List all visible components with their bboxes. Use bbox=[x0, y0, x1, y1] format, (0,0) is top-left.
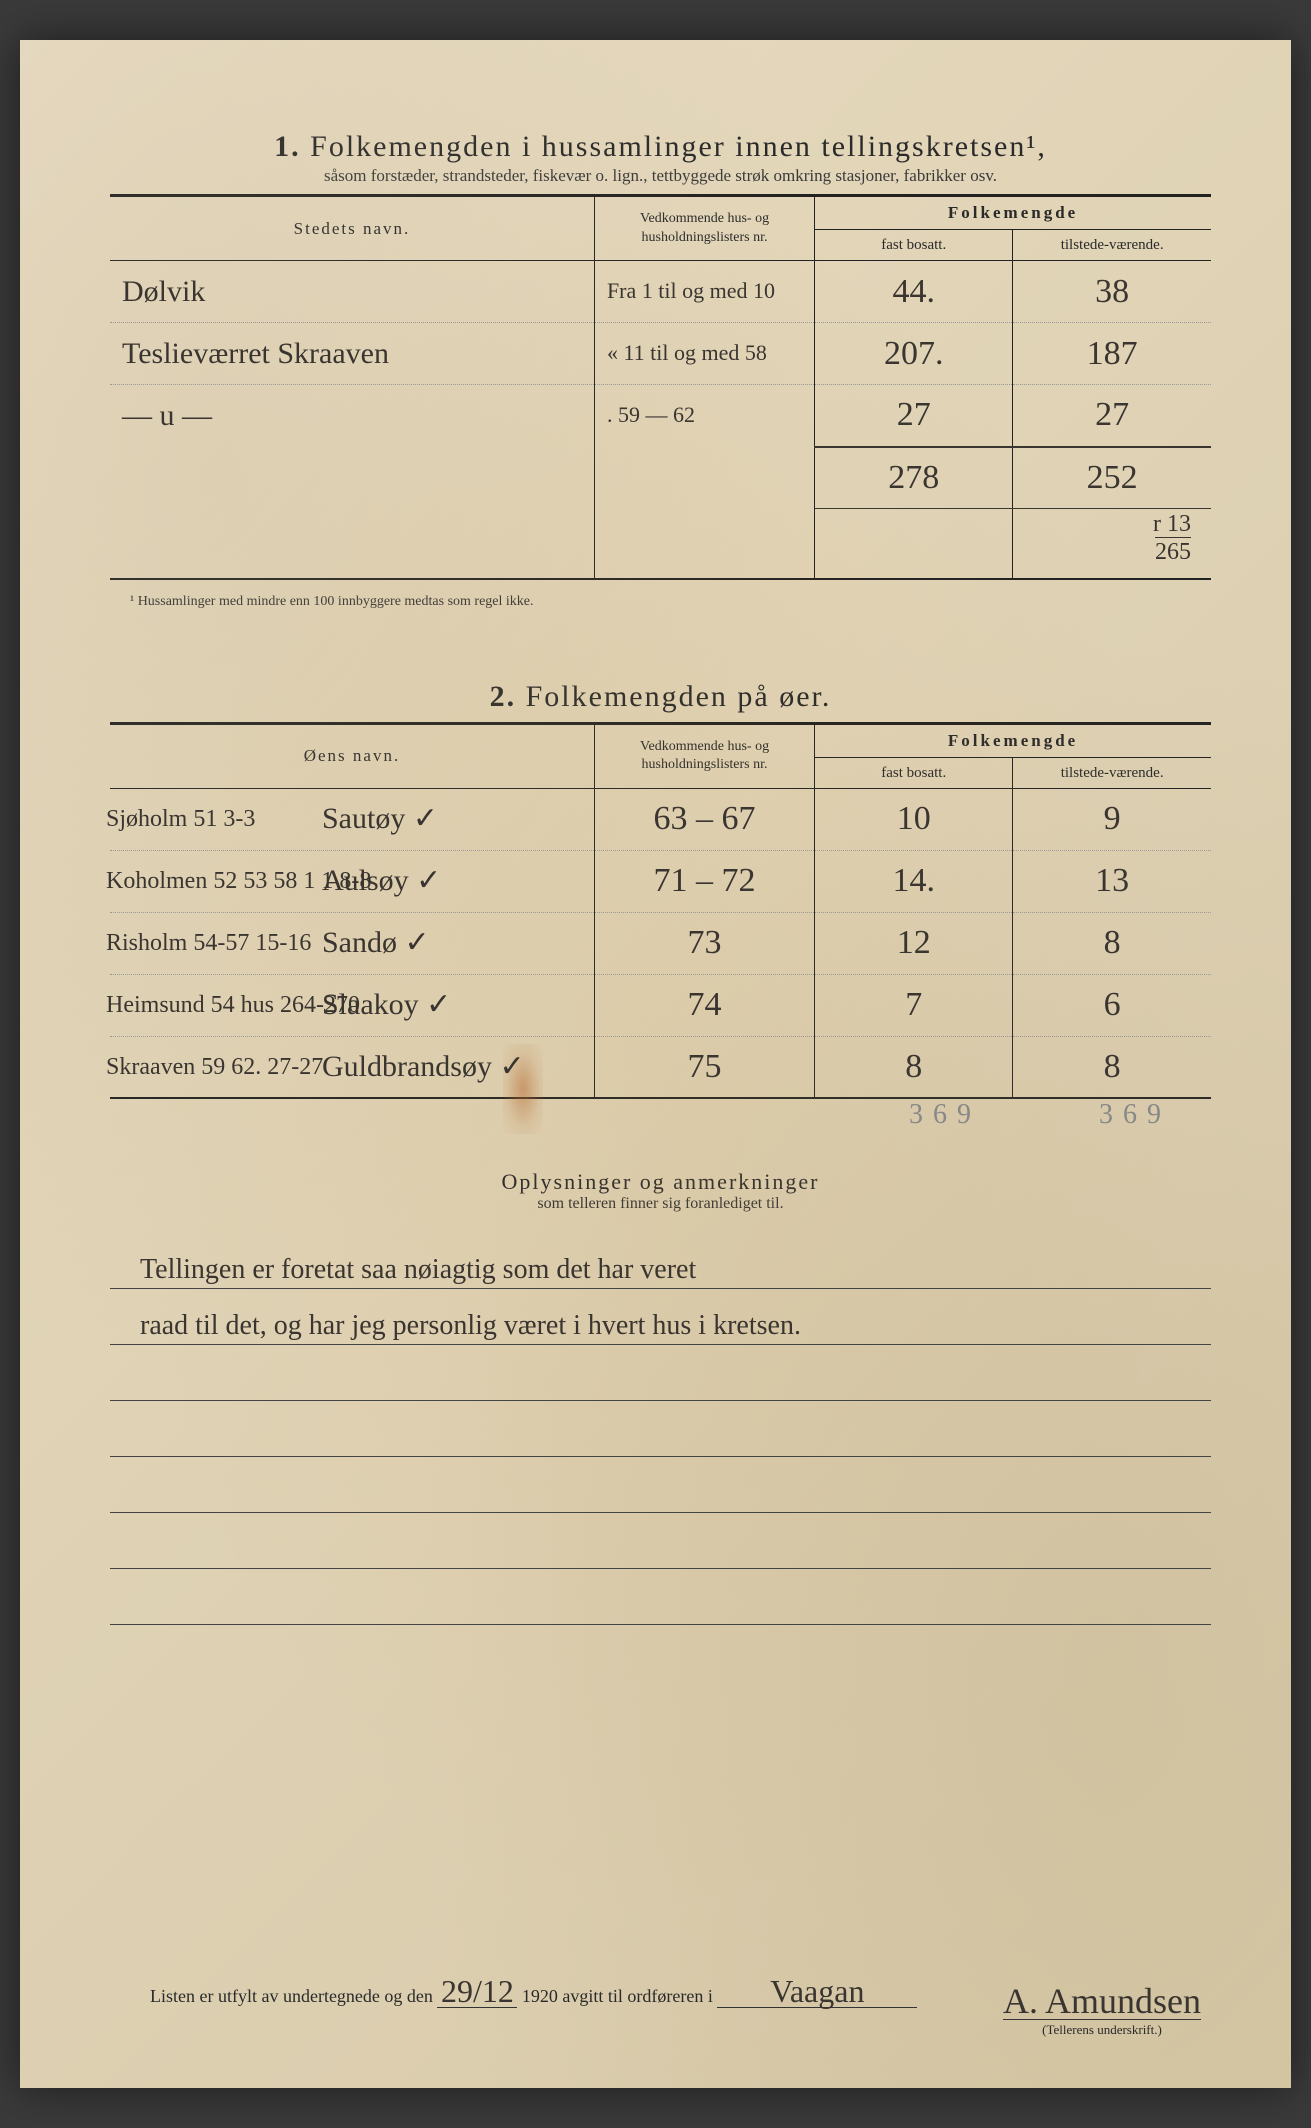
s2-grey-fast: 369 bbox=[909, 1099, 981, 1131]
s2-ref-4: 75 bbox=[607, 1050, 802, 1084]
s1-til-1: 187 bbox=[1025, 337, 1199, 371]
section1-table: Stedets navn. Vedkommende hus- og hushol… bbox=[110, 194, 1211, 580]
s1-fast-2: 27 bbox=[827, 398, 1000, 432]
s2-til-0: 9 bbox=[1025, 802, 1199, 836]
s1-ref-2: . 59 — 62 bbox=[607, 402, 695, 427]
s1-fast-1: 207. bbox=[827, 337, 1000, 371]
s2-col-ref: Vedkommende hus- og husholdningslisters … bbox=[594, 723, 814, 788]
s1-ref-1: « 11 til og med 58 bbox=[607, 340, 767, 365]
s1-name-2: — u — bbox=[122, 399, 212, 432]
s2-col-name: Øens navn. bbox=[110, 723, 594, 788]
s2-ref-0: 63 – 67 bbox=[607, 802, 802, 836]
s2-col-folk: Folkemengde bbox=[815, 723, 1211, 757]
section1-subtitle: såsom forstæder, strandsteder, fiskevær … bbox=[110, 166, 1211, 186]
signature: A. Amundsen bbox=[1003, 1983, 1201, 2019]
signature-label: (Tellerens underskrift.) bbox=[1003, 2019, 1201, 2038]
s2-margin-3: Heimsund 54 hus 264-270 bbox=[106, 993, 360, 1017]
s1-col-ref: Vedkommende hus- og husholdningslisters … bbox=[594, 196, 814, 261]
s2-name-4: Guldbrandsøy ✓ bbox=[322, 1050, 525, 1083]
s2-fast-0: 10 bbox=[827, 802, 1000, 836]
s2-margin-1: Koholmen 52 53 58 1 1 8-8 bbox=[106, 869, 371, 893]
table-row: Teslieværret Skraaven « 11 til og med 58… bbox=[110, 323, 1211, 385]
s2-fast-1: 14. bbox=[827, 864, 1000, 898]
s1-sum-row: 278 252 r 13 265 bbox=[110, 447, 1211, 509]
s2-fast-2: 12 bbox=[827, 926, 1000, 960]
table-row: Heimsund 54 hus 264-270 Slaakoy ✓ 74 7 6 bbox=[110, 974, 1211, 1036]
s2-ref-3: 74 bbox=[607, 988, 802, 1022]
s2-til-4: 8 bbox=[1025, 1050, 1199, 1084]
s1-col-fast: fast bosatt. bbox=[815, 230, 1013, 261]
table-row: Sjøholm 51 3-3 Sautøy ✓ 63 – 67 10 9 bbox=[110, 788, 1211, 850]
section2: 2. Folkemengden på øer. Øens navn. Vedko… bbox=[110, 680, 1211, 1130]
table-row: Dølvik Fra 1 til og med 10 44. 38 bbox=[110, 261, 1211, 323]
remarks-title: Oplysninger og anmerkninger bbox=[110, 1169, 1211, 1195]
census-form-page: 1. Folkemengden i hussamlinger innen tel… bbox=[20, 40, 1291, 2088]
table-row: Skraaven 59 62. 27-27 Guldbrandsøy ✓ 75 … bbox=[110, 1036, 1211, 1098]
s1-sum-fast: 278 bbox=[827, 461, 1000, 495]
footer: Listen er utfylt av undertegnede og den … bbox=[150, 1975, 1201, 2008]
s2-margin-0: Sjøholm 51 3-3 bbox=[106, 807, 255, 831]
s1-name-1: Teslieværret Skraaven bbox=[122, 337, 389, 370]
s2-col-fast: fast bosatt. bbox=[815, 757, 1013, 788]
s1-fast-0: 44. bbox=[827, 275, 1000, 309]
section2-number: 2. bbox=[490, 680, 517, 713]
footer-place: Vaagan bbox=[770, 1973, 864, 2009]
s2-ref-1: 71 – 72 bbox=[607, 864, 802, 898]
s1-til-2: 27 bbox=[1025, 398, 1199, 432]
section2-table: Øens navn. Vedkommende hus- og husholdni… bbox=[110, 722, 1211, 1100]
table-row: — u — . 59 — 62 27 27 bbox=[110, 385, 1211, 447]
footer-year: 1920 bbox=[522, 1986, 558, 2006]
s1-col-name: Stedets navn. bbox=[110, 196, 594, 261]
s1-name-0: Dølvik bbox=[122, 275, 205, 308]
section1-heading: 1. Folkemengden i hussamlinger innen tel… bbox=[110, 130, 1211, 186]
s2-ref-2: 73 bbox=[607, 926, 802, 960]
remarks-subtitle: som telleren finner sig foranlediget til… bbox=[110, 1195, 1211, 1213]
s2-name-2: Sandø ✓ bbox=[322, 926, 430, 959]
table-row-blank bbox=[110, 509, 1211, 579]
s2-til-3: 6 bbox=[1025, 988, 1199, 1022]
s2-margin-2: Risholm 54-57 15-16 bbox=[106, 931, 311, 955]
footer-prefix: Listen er utfylt av undertegnede og den bbox=[150, 1986, 433, 2006]
s1-sum-til: 252 bbox=[1025, 461, 1199, 495]
s2-fast-3: 7 bbox=[827, 988, 1000, 1022]
table-row: Risholm 54-57 15-16 Sandø ✓ 73 12 8 bbox=[110, 912, 1211, 974]
s2-margin-4: Skraaven 59 62. 27-27 bbox=[106, 1055, 323, 1079]
s2-grey-til: 369 bbox=[1099, 1099, 1171, 1131]
s2-name-0: Sautøy ✓ bbox=[322, 802, 438, 835]
remark-line-0: Tellingen er foretat saa nøiagtig som de… bbox=[140, 1256, 696, 1284]
remarks-heading: Oplysninger og anmerkninger som telleren… bbox=[110, 1169, 1211, 1213]
section1-number: 1. bbox=[274, 130, 301, 163]
s2-col-til: tilstede-værende. bbox=[1013, 757, 1211, 788]
section2-title: Folkemengden på øer. bbox=[526, 680, 832, 713]
section2-heading: 2. Folkemengden på øer. bbox=[110, 680, 1211, 714]
footer-date: 29/12 bbox=[441, 1973, 514, 2009]
section1-footnote: ¹ Hussamlinger med mindre enn 100 innbyg… bbox=[110, 594, 1211, 610]
section1-title: Folkemengden i hussamlinger innen tellin… bbox=[310, 130, 1047, 163]
s2-til-1: 13 bbox=[1025, 864, 1199, 898]
footer-mid: avgitt til ordføreren i bbox=[562, 1986, 712, 2006]
s1-col-folk: Folkemengde bbox=[815, 196, 1211, 230]
table-row: Koholmen 52 53 58 1 1 8-8 Aulsøy ✓ 71 – … bbox=[110, 850, 1211, 912]
remark-line-1: raad til det, og har jeg personlig været… bbox=[140, 1312, 801, 1340]
s1-til-0: 38 bbox=[1025, 275, 1199, 309]
s2-fast-4: 8 bbox=[827, 1050, 1000, 1084]
s2-til-2: 8 bbox=[1025, 926, 1199, 960]
s1-col-til: tilstede-værende. bbox=[1013, 230, 1211, 261]
s1-ref-0: Fra 1 til og med 10 bbox=[607, 278, 775, 303]
signature-block: A. Amundsen (Tellerens underskrift.) bbox=[1003, 1983, 1201, 2038]
remarks-lines: Tellingen er foretat saa nøiagtig som de… bbox=[110, 1233, 1211, 1625]
